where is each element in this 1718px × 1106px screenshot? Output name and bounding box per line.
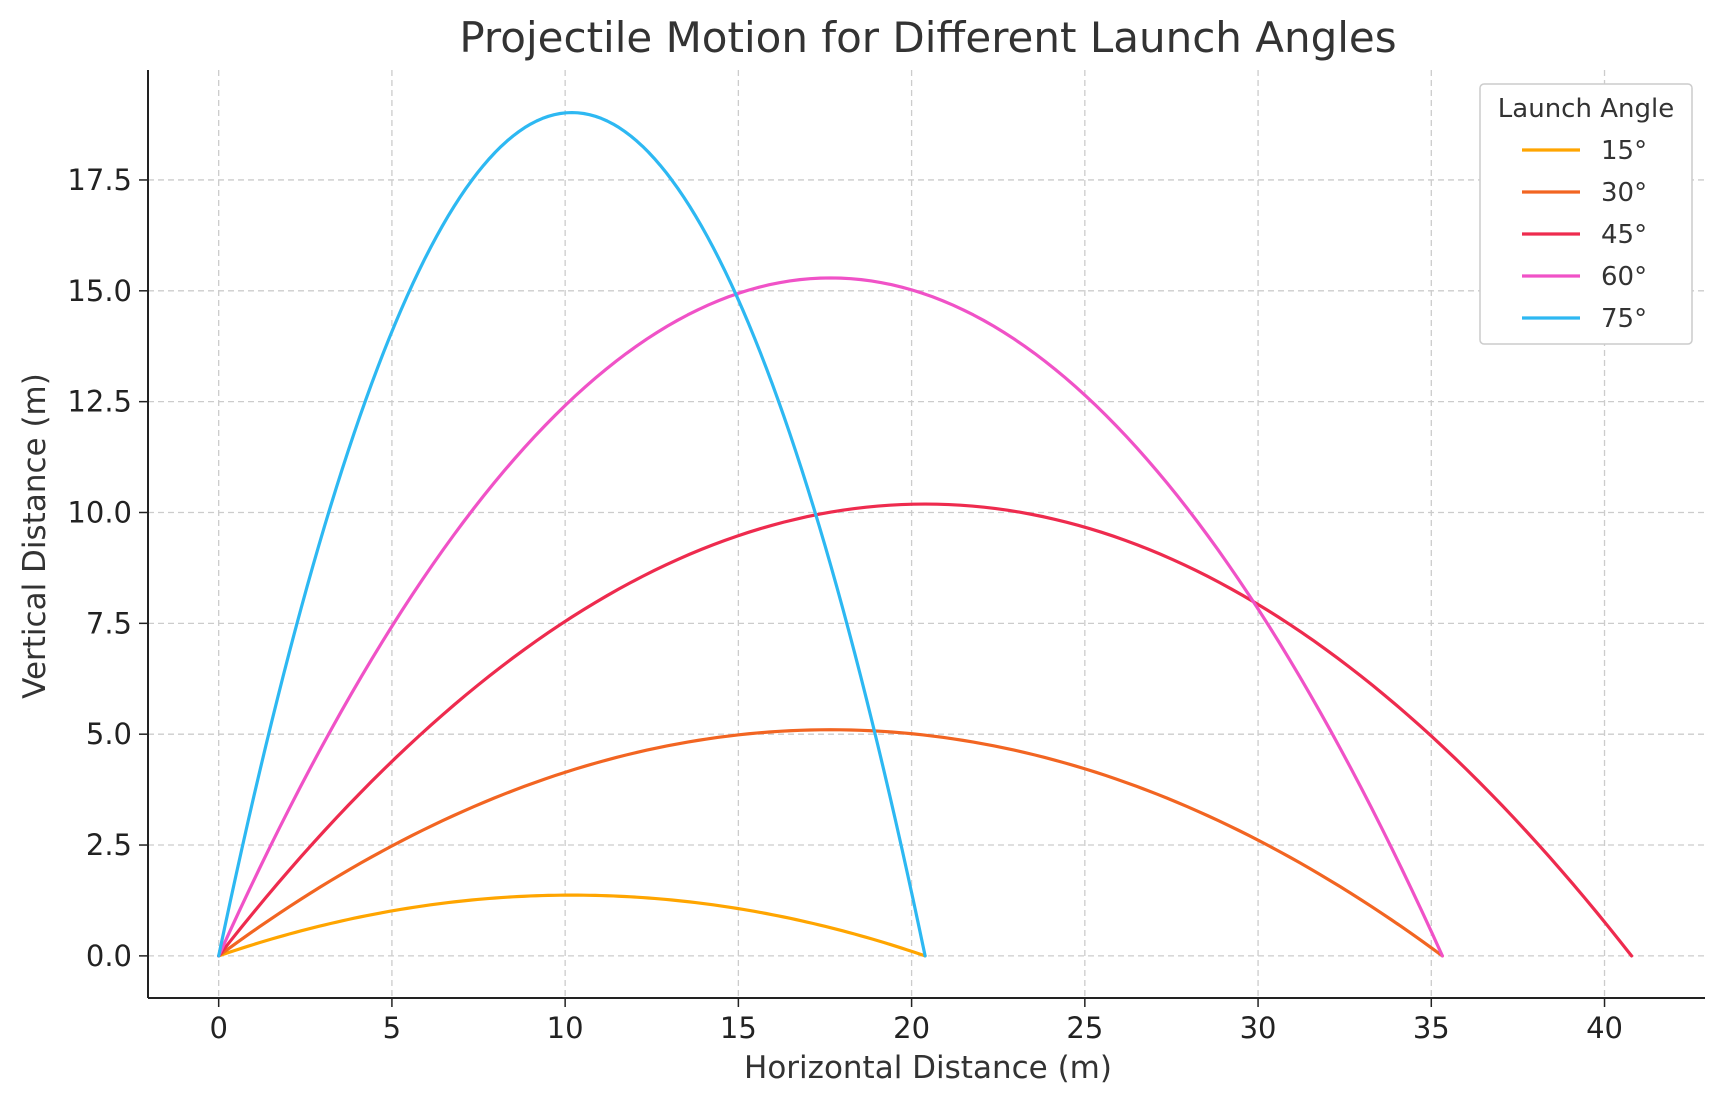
y-tick-label: 5.0 — [86, 717, 132, 751]
x-tick-label: 5 — [383, 1011, 401, 1045]
legend-label: 30° — [1601, 178, 1647, 208]
y-axis-label: Vertical Distance (m) — [17, 373, 53, 699]
y-tick-label: 2.5 — [86, 828, 132, 862]
axes — [139, 70, 1705, 1007]
x-tick-label: 10 — [547, 1011, 584, 1045]
legend-label: 60° — [1601, 262, 1647, 292]
x-tick-label: 20 — [893, 1011, 930, 1045]
legend-items: 15° 30° 45° 60° 75° — [1522, 136, 1647, 334]
series-line-75 — [217, 110, 927, 958]
legend-title: Launch Angle — [1498, 94, 1674, 124]
x-tick-label: 30 — [1240, 1011, 1277, 1045]
series-line-30 — [217, 728, 1444, 958]
y-tick-label: 12.5 — [67, 385, 132, 419]
y-tick-label: 0.0 — [86, 939, 132, 973]
series-line-60 — [217, 276, 1444, 958]
y-tick-label: 10.0 — [67, 495, 132, 529]
series-lines — [217, 110, 1634, 958]
x-tick-label: 35 — [1413, 1011, 1450, 1045]
grid — [148, 70, 1705, 998]
x-tick-label: 25 — [1066, 1011, 1103, 1045]
x-tick-label: 15 — [720, 1011, 757, 1045]
series-line-15 — [217, 893, 927, 958]
x-tick-label: 0 — [209, 1011, 227, 1045]
x-tick-label: 40 — [1586, 1011, 1623, 1045]
chart-title: Projectile Motion for Different Launch A… — [459, 13, 1396, 62]
series-line-45 — [217, 502, 1634, 958]
legend: Launch Angle 15° 30° 45° 60° 75° — [1479, 83, 1693, 345]
y-tick-label: 15.0 — [67, 274, 132, 308]
x-axis-label: Horizontal Distance (m) — [744, 1050, 1112, 1086]
tick-labels: 0 5 10 15 20 25 30 35 40 0.0 2.5 5.0 7.5 10.0 12.5 15.0… — [67, 163, 1623, 1045]
y-tick-label: 7.5 — [86, 606, 132, 640]
legend-label: 15° — [1601, 136, 1647, 166]
legend-label: 45° — [1601, 220, 1647, 250]
y-tick-label: 17.5 — [67, 163, 132, 197]
legend-label: 75° — [1601, 304, 1647, 334]
